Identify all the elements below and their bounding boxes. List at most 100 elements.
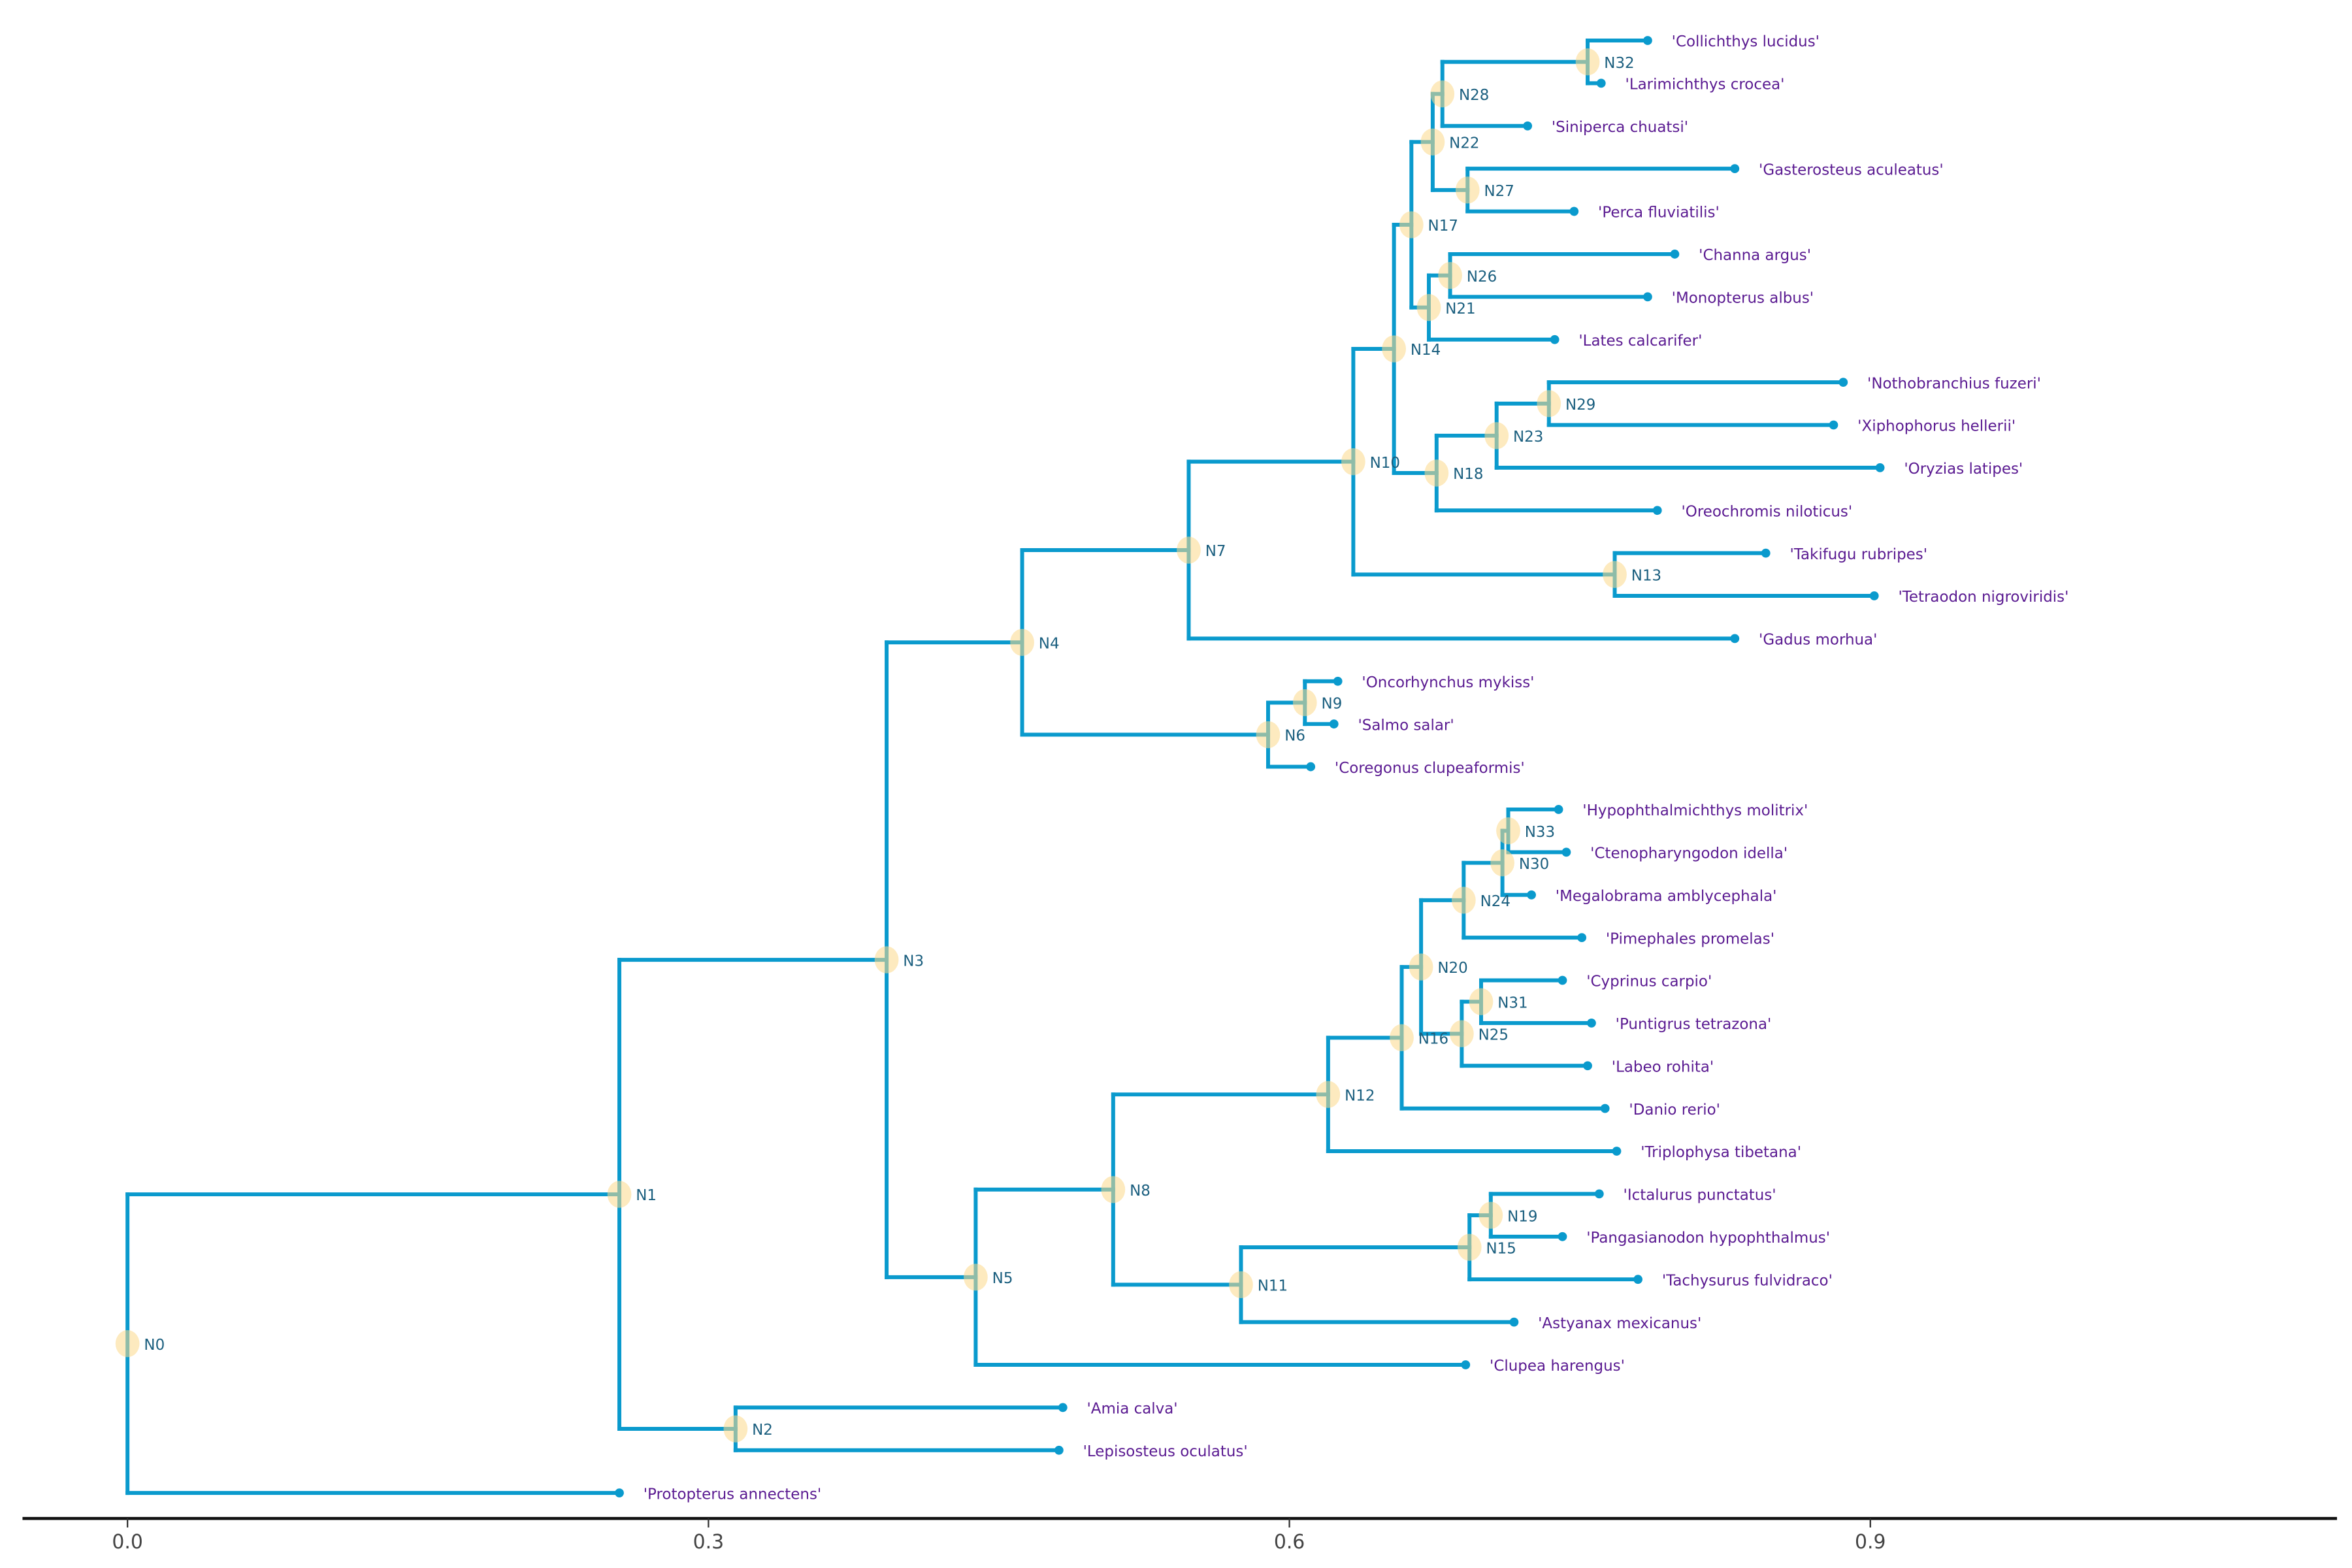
tip-label: 'Larimichthys crocea' bbox=[1625, 76, 1785, 93]
tip-point bbox=[1587, 1018, 1596, 1028]
internal-node-marker bbox=[1424, 459, 1449, 487]
tip-label: 'Xiphophorus hellerii' bbox=[1857, 418, 2016, 435]
node-label: N18 bbox=[1453, 466, 1483, 483]
tip-point bbox=[1527, 890, 1536, 900]
tip-label: 'Nothobranchius fuzeri' bbox=[1867, 375, 2041, 392]
tip-point bbox=[1306, 762, 1316, 772]
node-label: N17 bbox=[1428, 218, 1458, 235]
node-label: N3 bbox=[903, 953, 924, 970]
tip-point bbox=[1523, 121, 1533, 131]
node-label: N13 bbox=[1631, 568, 1661, 585]
internal-node-marker bbox=[1229, 1271, 1253, 1299]
tip-point bbox=[1509, 1317, 1519, 1327]
internal-node-marker bbox=[1575, 48, 1600, 76]
tip-label: 'Megalobrama amblycephala' bbox=[1556, 888, 1777, 905]
internal-node-marker bbox=[1450, 1020, 1474, 1047]
node-label: N7 bbox=[1205, 543, 1226, 560]
internal-node-marker bbox=[1603, 561, 1627, 588]
internal-node-marker bbox=[1177, 536, 1201, 564]
node-label: N8 bbox=[1130, 1183, 1151, 1200]
tip-label: 'Ictalurus punctatus' bbox=[1624, 1187, 1776, 1204]
node-label: N32 bbox=[1604, 55, 1634, 72]
tip-point bbox=[1333, 676, 1343, 686]
internal-node-marker bbox=[1457, 1233, 1482, 1261]
internal-node-marker bbox=[1455, 176, 1480, 204]
tip-label: 'Gasterosteus aculeatus' bbox=[1759, 161, 1944, 178]
node-label: N21 bbox=[1445, 301, 1475, 318]
internal-node-marker bbox=[723, 1415, 748, 1443]
tip-label: 'Salmo salar' bbox=[1358, 717, 1454, 734]
internal-node-marker bbox=[964, 1264, 988, 1291]
node-label: N30 bbox=[1519, 856, 1549, 873]
tip-point bbox=[1643, 292, 1652, 302]
internal-node-marker bbox=[1451, 887, 1476, 914]
tip-label: 'Protopterus annectens' bbox=[644, 1486, 822, 1503]
tip-point bbox=[1550, 335, 1560, 344]
tip-label: 'Perca fluviatilis' bbox=[1598, 204, 1720, 221]
tip-label: 'Oryzias latipes' bbox=[1904, 461, 2023, 478]
tip-label: 'Gadus morhua' bbox=[1759, 632, 1877, 649]
tip-point bbox=[1561, 847, 1571, 857]
internal-node-marker bbox=[874, 946, 899, 973]
internal-node-marker bbox=[115, 1330, 140, 1358]
internal-node-marker bbox=[1438, 261, 1462, 289]
tip-point bbox=[1594, 1189, 1604, 1199]
tip-point bbox=[1596, 78, 1606, 88]
tip-point bbox=[1583, 1061, 1592, 1071]
tip-label: 'Coregonus clupeaformis' bbox=[1335, 760, 1525, 777]
tip-label: 'Tetraodon nigroviridis' bbox=[1898, 589, 2068, 606]
node-label: N12 bbox=[1345, 1087, 1375, 1104]
tip-label: 'Collichthys lucidus' bbox=[1672, 33, 1820, 50]
x-tick-label: 0.3 bbox=[693, 1531, 724, 1554]
tip-label: 'Oreochromis niloticus' bbox=[1681, 503, 1852, 520]
node-label: N23 bbox=[1513, 429, 1543, 446]
node-label: N15 bbox=[1486, 1240, 1516, 1257]
node-label: N20 bbox=[1437, 960, 1467, 977]
node-label: N19 bbox=[1507, 1208, 1537, 1225]
tip-point bbox=[1633, 1275, 1642, 1284]
tip-label: 'Labeo rohita' bbox=[1612, 1058, 1714, 1075]
node-label: N14 bbox=[1411, 342, 1441, 359]
tip-label: 'Danio rerio' bbox=[1629, 1102, 1720, 1119]
internal-node-marker bbox=[1341, 448, 1365, 476]
node-label: N5 bbox=[992, 1270, 1013, 1287]
tip-point bbox=[1730, 164, 1740, 174]
tip-point bbox=[1558, 1232, 1567, 1241]
internal-node-marker bbox=[1390, 1024, 1414, 1052]
node-label: N0 bbox=[144, 1337, 165, 1354]
node-label: N22 bbox=[1449, 135, 1479, 152]
internal-node-marker bbox=[1382, 335, 1406, 363]
internal-node-marker bbox=[1537, 390, 1561, 417]
node-label: N10 bbox=[1370, 455, 1400, 472]
tip-point bbox=[1652, 506, 1662, 515]
x-tick-label: 0.6 bbox=[1274, 1531, 1305, 1554]
node-label: N29 bbox=[1565, 397, 1595, 414]
tip-label: 'Monopterus albus' bbox=[1672, 290, 1814, 307]
internal-node-marker bbox=[1399, 211, 1424, 238]
node-label: N24 bbox=[1480, 893, 1511, 910]
tip-label: 'Hypophthalmichthys molitrix' bbox=[1582, 802, 1808, 819]
tip-label: 'Oncorhynchus mykiss' bbox=[1362, 674, 1534, 691]
tip-label: 'Triplophysa tibetana' bbox=[1641, 1144, 1801, 1161]
internal-node-marker bbox=[1430, 80, 1455, 108]
node-label: N6 bbox=[1284, 728, 1305, 745]
internal-node-marker bbox=[1416, 294, 1441, 321]
node-label: N28 bbox=[1459, 87, 1489, 104]
tip-label: 'Puntigrus tetrazona' bbox=[1616, 1016, 1772, 1033]
node-label: N26 bbox=[1467, 269, 1497, 286]
tip-label: 'Lates calcarifer' bbox=[1578, 333, 1702, 350]
x-axis: 0.0 0.3 0.6 0.9 bbox=[22, 1516, 2338, 1554]
tip-label: 'Lepisosteus oculatus' bbox=[1083, 1443, 1248, 1460]
tip-label: 'Clupea harengus' bbox=[1490, 1358, 1625, 1375]
x-tick-label: 0.9 bbox=[1855, 1531, 1886, 1554]
tip-label: 'Pangasianodon hypophthalmus' bbox=[1586, 1230, 1830, 1247]
node-label: N2 bbox=[752, 1422, 773, 1439]
tip-point bbox=[1643, 36, 1652, 45]
node-label: N27 bbox=[1484, 183, 1514, 200]
tip-point bbox=[1569, 206, 1579, 216]
node-marks: 'Collichthys lucidus' 'Larimichthys croce… bbox=[115, 33, 2068, 1503]
tip-point bbox=[1577, 933, 1587, 942]
x-tick-label: 0.0 bbox=[112, 1531, 142, 1554]
internal-node-marker bbox=[1490, 849, 1514, 877]
